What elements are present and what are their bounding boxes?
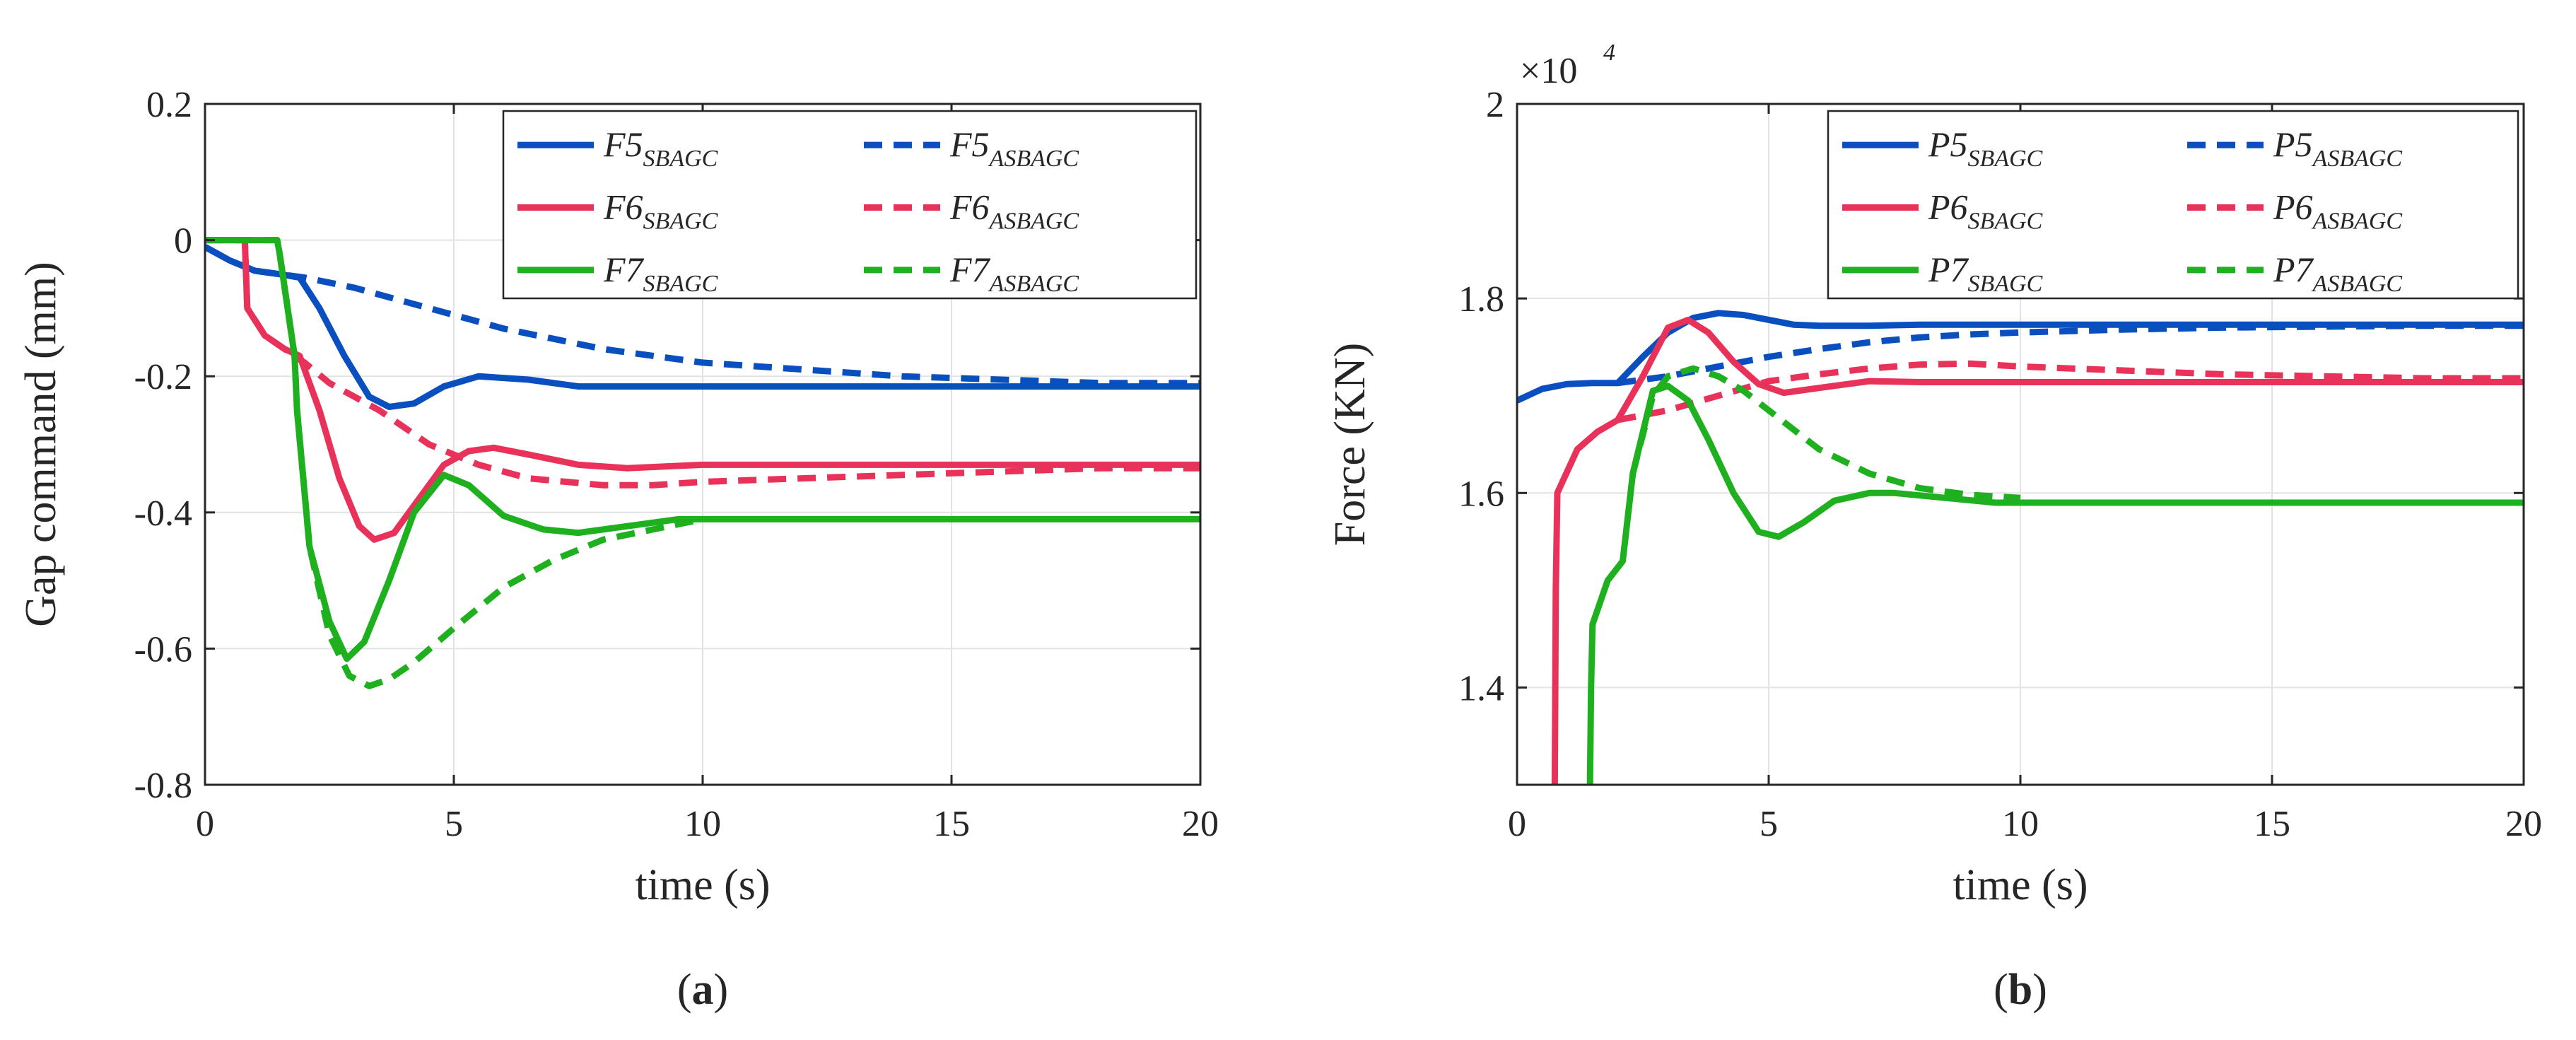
legend-label: P5SBAGC (1928, 124, 2043, 172)
legend: F5SBAGC F5ASBAGC F6SBAGC F6ASBAGC F7SBAGC F7A… (502, 110, 1198, 300)
legend-label: F5SBAGC (603, 124, 718, 172)
y-tick-label: 2 (1486, 85, 1504, 125)
panel-caption: (a) (677, 966, 728, 1014)
x-tick-label: 15 (933, 804, 970, 844)
panel-a: 0 5 10 15 20 -0.8 -0.6 -0.4 -0.2 0 0.2 time (s) Gap … (17, 85, 1219, 1014)
legend-label: F7SBAGC (603, 250, 718, 297)
panel-caption: (b) (1994, 966, 2047, 1014)
series-line-f7-asbagc (205, 237, 703, 689)
x-tick-label: 0 (196, 804, 214, 844)
legend-label: F6SBAGC (603, 187, 718, 235)
x-axis-label: time (s) (1953, 861, 2088, 909)
x-tick-label: 10 (2002, 804, 2039, 844)
y-tick-label: 1.6 (1458, 474, 1504, 514)
legend-label: F6ASBAGC (949, 187, 1079, 235)
series-line-f6-asbagc (205, 237, 1200, 489)
series-line-p5-sbagc (1517, 310, 2524, 404)
y-tick-label: -0.4 (134, 493, 192, 534)
x-tick-label: 5 (1760, 804, 1778, 844)
y-tick-label: 1.8 (1458, 279, 1504, 320)
x-tick-label: 0 (1508, 804, 1526, 844)
x-tick-label: 10 (684, 804, 721, 844)
series-line-p6-asbagc (1617, 360, 2524, 423)
series-group (1517, 310, 2524, 785)
series-group (205, 237, 1200, 689)
x-tick-label: 20 (2505, 804, 2542, 844)
y-axis-label: Force (KN) (1326, 343, 1374, 547)
series-line-f6-sbagc (205, 237, 1200, 543)
legend-box (1827, 110, 2519, 300)
y-axis-multiplier-exponent: 4 (1603, 40, 1615, 66)
y-tick-label: 0 (174, 221, 192, 262)
series-line-p7-asbagc (1629, 365, 2021, 501)
legend-label: F7ASBAGC (949, 250, 1079, 297)
x-tick-label: 20 (1182, 804, 1219, 844)
x-tick-label: 5 (445, 804, 463, 844)
legend-label: P5ASBAGC (2273, 124, 2402, 172)
y-tick-label: 0.2 (146, 85, 192, 125)
legend-label: P7ASBAGC (2273, 250, 2402, 297)
x-axis-label: time (s) (635, 861, 770, 909)
legend: P5SBAGC P5ASBAGC P6SBAGC P6ASBAGC P7SBAGC P7A… (1827, 110, 2519, 300)
legend-label: P6ASBAGC (2273, 187, 2402, 235)
legend-label: F5ASBAGC (949, 124, 1079, 172)
series-line-p7-sbagc (1586, 382, 2524, 785)
panel-b: 0 5 10 15 20 1.4 1.6 1.8 2 time (s) Force (KN) ×10 4… (1326, 40, 2542, 1014)
y-tick-label: 1.4 (1458, 668, 1504, 708)
legend-label: P7SBAGC (1928, 250, 2043, 297)
series-line-p5-asbagc (1617, 322, 2524, 387)
y-tick-label: -0.8 (134, 766, 192, 806)
series-line-f7-sbagc (205, 237, 1200, 662)
y-axis-label: Gap command (mm) (17, 262, 65, 627)
legend-label: P6SBAGC (1928, 187, 2043, 235)
series-line-p6-sbagc (1551, 316, 2524, 785)
y-tick-label: -0.6 (134, 629, 192, 670)
y-axis-multiplier: ×10 (1520, 51, 1577, 91)
y-tick-label: -0.2 (134, 357, 192, 397)
x-tick-label: 15 (2254, 804, 2290, 844)
series-line-f5-asbagc (205, 244, 1200, 387)
legend-box (502, 110, 1198, 300)
